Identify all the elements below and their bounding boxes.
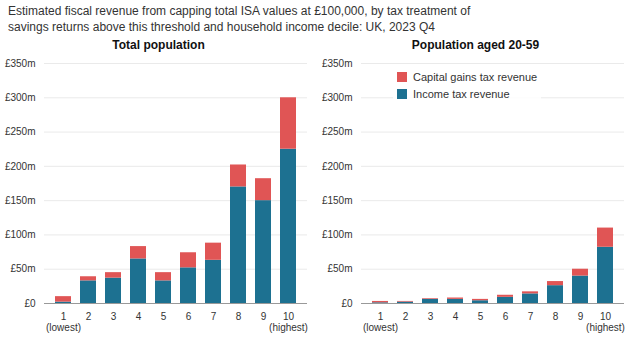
svg-text:8: 8 <box>553 311 559 322</box>
svg-text:£200m: £200m <box>322 161 353 172</box>
svg-text:£0: £0 <box>24 298 36 309</box>
svg-text:7: 7 <box>528 311 534 322</box>
svg-text:2: 2 <box>403 311 409 322</box>
svg-text:10: 10 <box>600 311 612 322</box>
svg-text:£100m: £100m <box>322 229 353 240</box>
html-text:Total population: Total population <box>112 38 205 53</box>
svg-text:(highest): (highest) <box>586 322 625 333</box>
svg-text:£50m: £50m <box>10 264 35 275</box>
svg-text:£50m: £50m <box>327 264 352 275</box>
svg-text:1: 1 <box>378 311 384 322</box>
svg-text:2: 2 <box>86 311 92 322</box>
svg-text:£250m: £250m <box>322 126 353 137</box>
svg-text:£350m: £350m <box>322 58 353 69</box>
svg-text:£300m: £300m <box>5 92 36 103</box>
svg-text:8: 8 <box>236 311 242 322</box>
html-text:Capital gains tax revenue: Capital gains tax revenue <box>413 71 538 84</box>
svg-text:6: 6 <box>503 311 509 322</box>
svg-text:6: 6 <box>186 311 192 322</box>
html-text:Population aged 20-59: Population aged 20-59 <box>411 38 540 53</box>
svg-text:£100m: £100m <box>5 229 36 240</box>
svg-text:3: 3 <box>428 311 434 322</box>
svg-text:3: 3 <box>111 311 117 322</box>
html-text:Income tax revenue: Income tax revenue <box>413 87 510 100</box>
svg-text:£150m: £150m <box>5 195 36 206</box>
svg-text:(highest): (highest) <box>269 322 308 333</box>
svg-text:£0: £0 <box>341 298 353 309</box>
svg-text:1: 1 <box>61 311 67 322</box>
html-text:Estimated fiscal revenue from: Estimated fiscal revenue from capping to… <box>8 4 471 34</box>
svg-text:£300m: £300m <box>322 92 353 103</box>
svg-text:7: 7 <box>211 311 217 322</box>
svg-text:(lowest): (lowest) <box>46 322 81 333</box>
svg-text:(lowest): (lowest) <box>363 322 398 333</box>
svg-text:£350m: £350m <box>5 58 36 69</box>
svg-text:4: 4 <box>453 311 459 322</box>
svg-text:9: 9 <box>261 311 267 322</box>
svg-text:4: 4 <box>136 311 142 322</box>
svg-text:£150m: £150m <box>322 195 353 206</box>
svg-text:£250m: £250m <box>5 126 36 137</box>
svg-text:10: 10 <box>283 311 295 322</box>
svg-text:9: 9 <box>578 311 584 322</box>
svg-text:£200m: £200m <box>5 161 36 172</box>
svg-text:5: 5 <box>478 311 484 322</box>
svg-text:5: 5 <box>161 311 167 322</box>
